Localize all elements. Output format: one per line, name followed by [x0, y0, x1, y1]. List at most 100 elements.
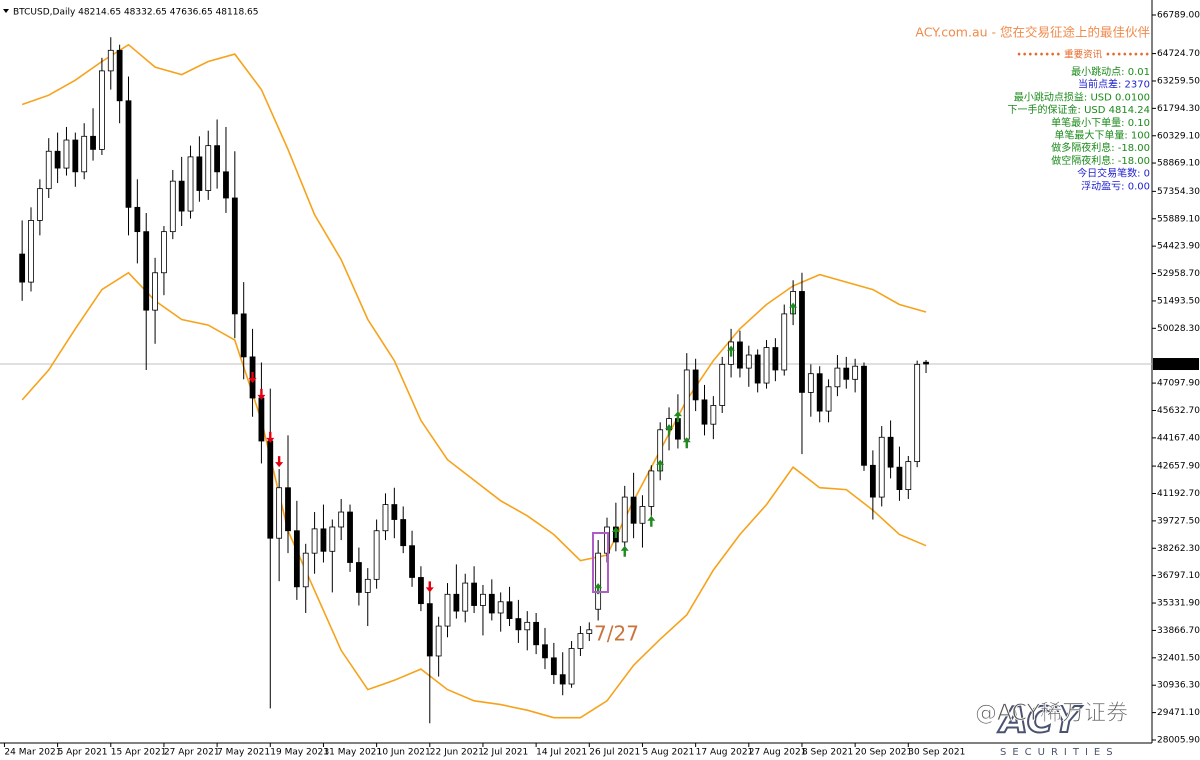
x-tick-label: 5 Apr 2021 [58, 748, 108, 758]
candle-body [426, 603, 433, 657]
candle-body [107, 49, 114, 72]
info-header: ACY.com.au - 您在交易征途上的最佳伙伴 [915, 25, 1150, 40]
candle-body [480, 593, 486, 606]
title-bar: BTCUSD,Daily 48214.65 48332.65 47636.65 … [3, 8, 259, 18]
candle-body [816, 373, 823, 412]
candle-body [161, 231, 167, 274]
candle-body [781, 313, 788, 371]
y-tick-label: 32401.50 [1157, 653, 1200, 663]
candle-body [329, 526, 336, 552]
candle-body [506, 601, 513, 619]
y-tick-label: 36797.10 [1157, 571, 1200, 581]
candle-body [28, 220, 34, 283]
candle-body [577, 633, 584, 649]
y-tick-label: 57354.30 [1157, 187, 1200, 197]
candle-body [276, 487, 283, 539]
y-tick-label: 29471.10 [1157, 708, 1200, 718]
highlight-box [592, 532, 609, 593]
candle-body [45, 150, 52, 190]
y-tick-label: 35331.90 [1157, 599, 1200, 609]
buy-arrow [594, 583, 603, 595]
candle-body [772, 347, 779, 371]
y-tick-label: 64724.70 [1157, 49, 1200, 59]
candle-body [896, 466, 903, 491]
candle-body [453, 593, 460, 612]
buy-arrow [647, 515, 656, 527]
x-tick-label: 15 Apr 2021 [111, 748, 167, 758]
y-tick-label: 63259.50 [1157, 76, 1200, 86]
candle-body [54, 150, 61, 169]
candle-body [524, 621, 531, 631]
candle-body [63, 139, 70, 169]
x-tick-label: 26 Jul 2021 [589, 748, 640, 758]
x-tick-label: 5 Aug 2021 [642, 748, 694, 758]
buy-arrow [673, 411, 682, 423]
candle-body [240, 313, 247, 358]
info-panel: ACY.com.au - 您在交易征途上的最佳伙伴 •••••••• 重要资讯 … [915, 25, 1150, 193]
candle-body [382, 504, 389, 532]
candle-body [825, 386, 832, 412]
candle-body [320, 528, 327, 552]
x-tick-label: 27 Apr 2021 [164, 748, 220, 758]
candle-body [648, 470, 655, 507]
buy-arrow [665, 424, 674, 436]
x-tick-label: 19 May 2021 [270, 748, 329, 758]
candle-body [373, 530, 380, 580]
y-tick-label: 52958.70 [1157, 269, 1200, 279]
info-line: 单笔最大下单量: 100 [1054, 129, 1150, 142]
band-lower [21, 271, 927, 719]
info-line: 最小跳动点损益: USD 0.0100 [1014, 90, 1150, 103]
y-tick-label: 38262.30 [1157, 544, 1200, 554]
candle-body [683, 369, 690, 440]
candle-body [515, 618, 522, 631]
candle-body [19, 253, 26, 283]
info-line: 下一手的保证金: USD 4814.24 [1008, 103, 1150, 116]
y-tick-label: 39727.50 [1157, 516, 1200, 526]
x-tick-label: 7 May 2021 [217, 748, 270, 758]
y-tick-label: 33866.70 [1157, 626, 1200, 636]
current-price-label: 48118.65 [1156, 360, 1199, 370]
candle-body [143, 231, 150, 311]
candle-body [355, 562, 362, 593]
candle-body [630, 496, 637, 524]
candle-body [869, 464, 876, 498]
axes [0, 0, 1153, 744]
candle-body [391, 504, 398, 520]
candle-body [568, 648, 575, 685]
menu-triangle [3, 9, 9, 13]
candle-body [435, 625, 442, 657]
candle-body [152, 272, 158, 311]
candle-body [533, 621, 540, 646]
candle-body [878, 436, 885, 498]
candle-body [36, 188, 43, 221]
candle-body [169, 180, 176, 233]
x-tick-label: 2 Jul 2021 [483, 748, 528, 758]
candle-body [586, 629, 593, 634]
candle-body [542, 644, 548, 659]
sell-arrow [266, 431, 275, 443]
candle-body [196, 156, 203, 191]
candle-body [116, 49, 123, 102]
candle-body [799, 291, 805, 393]
candle-body [852, 365, 859, 380]
candle-body [267, 440, 274, 539]
candles-layer [19, 37, 929, 724]
sell-arrow [275, 456, 284, 468]
candle-body [923, 361, 929, 365]
candle-body [400, 519, 407, 547]
x-tick-label: 17 Aug 2021 [696, 748, 754, 758]
candle-body [497, 601, 504, 614]
y-tick-label: 47097.90 [1157, 379, 1200, 389]
candle-body [745, 354, 752, 369]
candle-body [719, 363, 726, 406]
y-tick-label: 45632.70 [1157, 406, 1200, 416]
buy-arrow [727, 345, 736, 357]
y-tick-label: 50028.30 [1157, 324, 1200, 334]
candle-body [90, 135, 96, 150]
info-line: 单笔最小下单量: 0.10 [1051, 116, 1150, 129]
candle-body [293, 530, 300, 588]
candle-body [710, 405, 717, 425]
candle-body [311, 528, 318, 554]
